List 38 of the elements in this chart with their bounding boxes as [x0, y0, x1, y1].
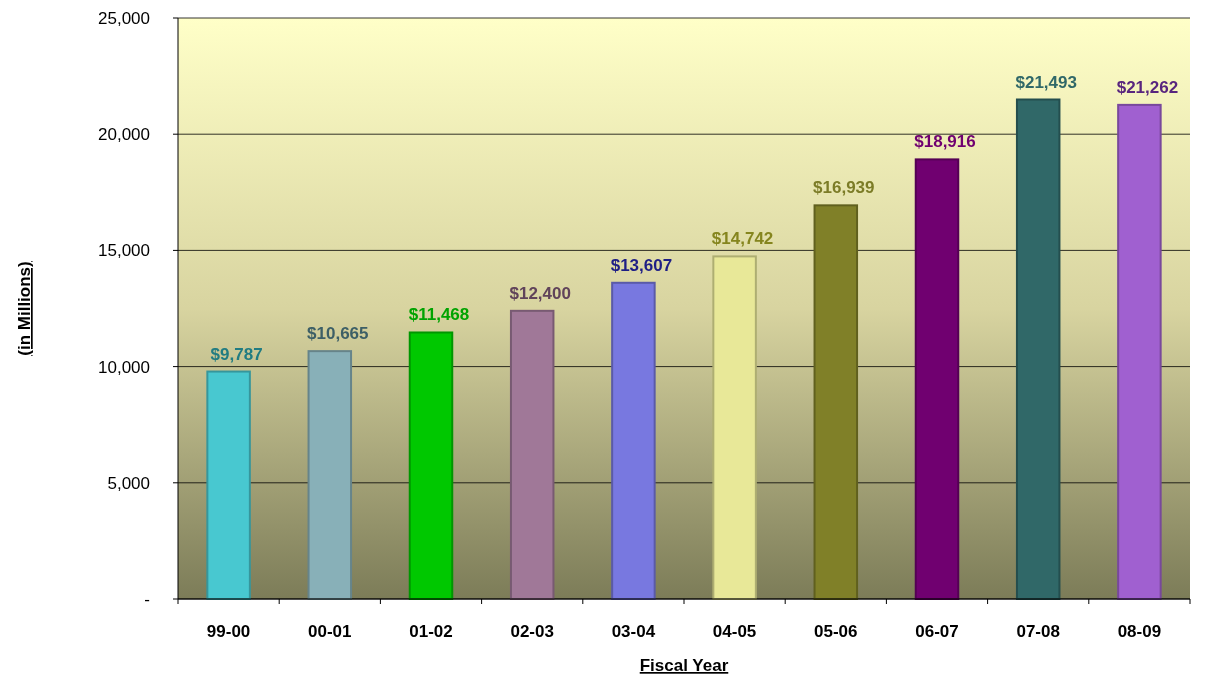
data-label: $12,400	[509, 283, 571, 303]
data-label: $10,665	[307, 324, 369, 344]
y-tick-label: 10,000	[98, 357, 150, 377]
bar	[813, 204, 859, 600]
bar	[1117, 103, 1162, 600]
y-tick-label: 5,000	[107, 473, 150, 493]
x-tick-label: 07-08	[1016, 622, 1060, 641]
data-label: $13,607	[610, 255, 673, 275]
data-label: $11,468	[408, 305, 470, 325]
data-label: $21,262	[1116, 77, 1179, 97]
bar	[509, 309, 555, 600]
x-axis-title: Fiscal Year	[639, 656, 729, 675]
x-tick-label: 06-07	[915, 622, 959, 641]
y-tick-label: -	[144, 589, 150, 609]
y-tick-label: 25,000	[98, 8, 150, 28]
data-label: $9,787	[210, 344, 263, 364]
x-tick-label: 00-01	[308, 622, 352, 641]
data-label: $16,939	[813, 178, 875, 198]
data-label: $14,742	[711, 229, 774, 249]
y-tick-label: 20,000	[98, 125, 150, 145]
x-tick-label: 01-02	[409, 622, 453, 641]
y-axis-title: (in Millions)	[15, 261, 34, 356]
bar	[206, 370, 251, 600]
bar	[712, 255, 757, 600]
bar	[611, 281, 656, 600]
x-tick-label: 03-04	[611, 622, 656, 641]
y-tick-label: 15,000	[98, 241, 150, 261]
bar	[408, 331, 454, 600]
x-tick-label: 02-03	[510, 622, 554, 641]
bar	[1015, 98, 1061, 600]
bar	[914, 158, 960, 600]
x-tick-label: 99-00	[206, 622, 251, 641]
bar	[307, 350, 353, 600]
data-label: $21,493	[1015, 72, 1077, 92]
data-label: $18,916	[914, 132, 976, 152]
x-tick-label: 04-05	[712, 622, 757, 641]
x-tick-label: 08-09	[1117, 622, 1162, 641]
x-tick-label: 05-06	[814, 622, 858, 641]
